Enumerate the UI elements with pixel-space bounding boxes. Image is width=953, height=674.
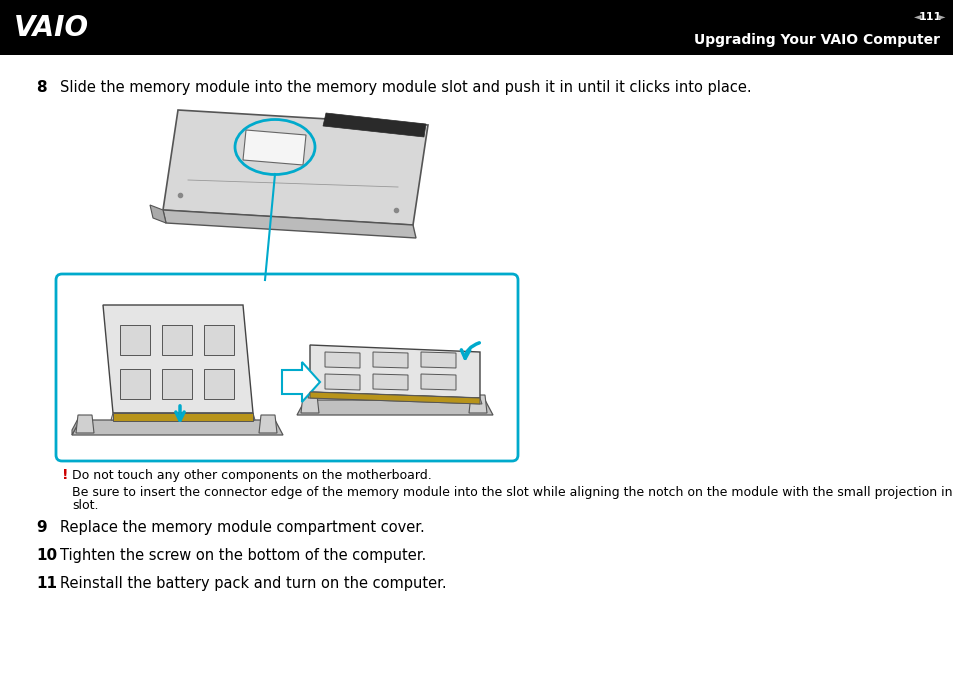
Polygon shape [373,352,408,368]
Polygon shape [373,374,408,390]
Text: Do not touch any other components on the motherboard.: Do not touch any other components on the… [71,469,432,482]
Polygon shape [323,113,426,137]
Polygon shape [420,352,456,368]
Text: Tighten the screw on the bottom of the computer.: Tighten the screw on the bottom of the c… [60,548,426,563]
Text: Upgrading Your VAIO Computer: Upgrading Your VAIO Computer [693,32,939,47]
Polygon shape [120,325,150,355]
Polygon shape [325,374,359,390]
Text: 111: 111 [918,11,941,22]
Polygon shape [162,325,192,355]
Bar [0,0,953,55]
Polygon shape [103,305,253,413]
Polygon shape [243,130,306,165]
Text: !: ! [62,468,69,482]
Text: ◄: ◄ [913,11,921,22]
Polygon shape [325,352,359,368]
Polygon shape [111,413,254,420]
Polygon shape [296,400,493,415]
FancyBboxPatch shape [56,274,517,461]
Text: 11: 11 [36,576,57,591]
Polygon shape [204,369,233,399]
Polygon shape [469,395,486,413]
Polygon shape [163,110,428,225]
Polygon shape [204,325,233,355]
Text: Be sure to insert the connector edge of the memory module into the slot while al: Be sure to insert the connector edge of … [71,486,953,499]
Polygon shape [120,369,150,399]
Text: Reinstall the battery pack and turn on the computer.: Reinstall the battery pack and turn on t… [60,576,446,591]
Text: slot.: slot. [71,499,98,512]
Text: 9: 9 [36,520,47,535]
Polygon shape [112,413,253,421]
Polygon shape [162,369,192,399]
Polygon shape [71,415,80,435]
Text: VAIO: VAIO [14,13,89,42]
Polygon shape [282,362,319,402]
Polygon shape [163,210,416,238]
Polygon shape [76,415,94,433]
Polygon shape [301,395,318,413]
Polygon shape [308,392,481,404]
Polygon shape [150,205,166,223]
Polygon shape [310,392,479,404]
Polygon shape [310,345,479,398]
Text: 8: 8 [36,80,47,95]
Polygon shape [71,420,283,435]
Polygon shape [420,374,456,390]
Text: ►: ► [937,11,944,22]
Text: Replace the memory module compartment cover.: Replace the memory module compartment co… [60,520,424,535]
Text: Slide the memory module into the memory module slot and push it in until it clic: Slide the memory module into the memory … [60,80,751,95]
Text: 10: 10 [36,548,57,563]
Polygon shape [258,415,276,433]
